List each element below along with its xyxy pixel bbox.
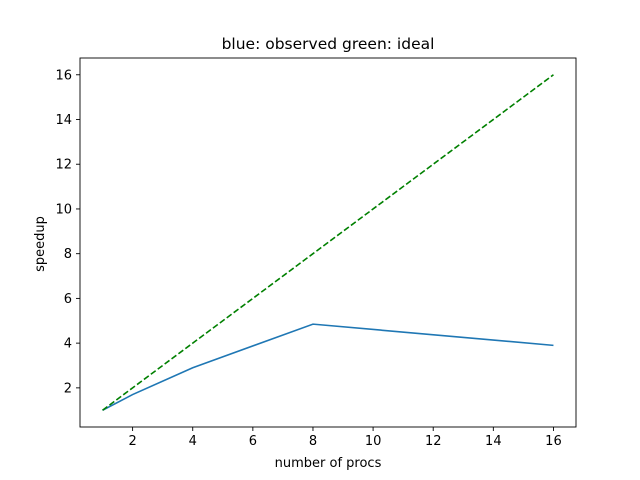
y-axis-label: speedup <box>33 216 48 272</box>
y-tick-label: 2 <box>64 381 72 396</box>
chart-title: blue: observed green: ideal <box>222 35 435 53</box>
x-tick-label: 16 <box>545 434 562 449</box>
x-tick-label: 10 <box>365 434 382 449</box>
plot-area: 2 4 6 8 10 12 14 16 2 4 6 8 10 12 14 16 <box>55 57 577 449</box>
x-tick-label: 4 <box>189 434 197 449</box>
plot-frame <box>79 57 577 428</box>
x-tick-label: 2 <box>128 434 136 449</box>
y-tick-label: 16 <box>55 68 72 83</box>
x-tick-label: 8 <box>309 434 317 449</box>
x-tick-label: 12 <box>425 434 442 449</box>
y-tick-label: 12 <box>55 158 72 173</box>
series-line-0 <box>102 323 554 411</box>
y-tick-label: 8 <box>64 247 72 262</box>
y-tick-label: 4 <box>64 337 72 352</box>
y-tick-label: 10 <box>55 202 72 217</box>
x-tick-label: 14 <box>485 434 502 449</box>
x-tick-label: 6 <box>249 434 257 449</box>
y-tick-label: 14 <box>55 113 72 128</box>
series-line-1 <box>102 74 554 411</box>
x-axis-label: number of procs <box>275 456 382 471</box>
y-tick-label: 6 <box>64 292 72 307</box>
